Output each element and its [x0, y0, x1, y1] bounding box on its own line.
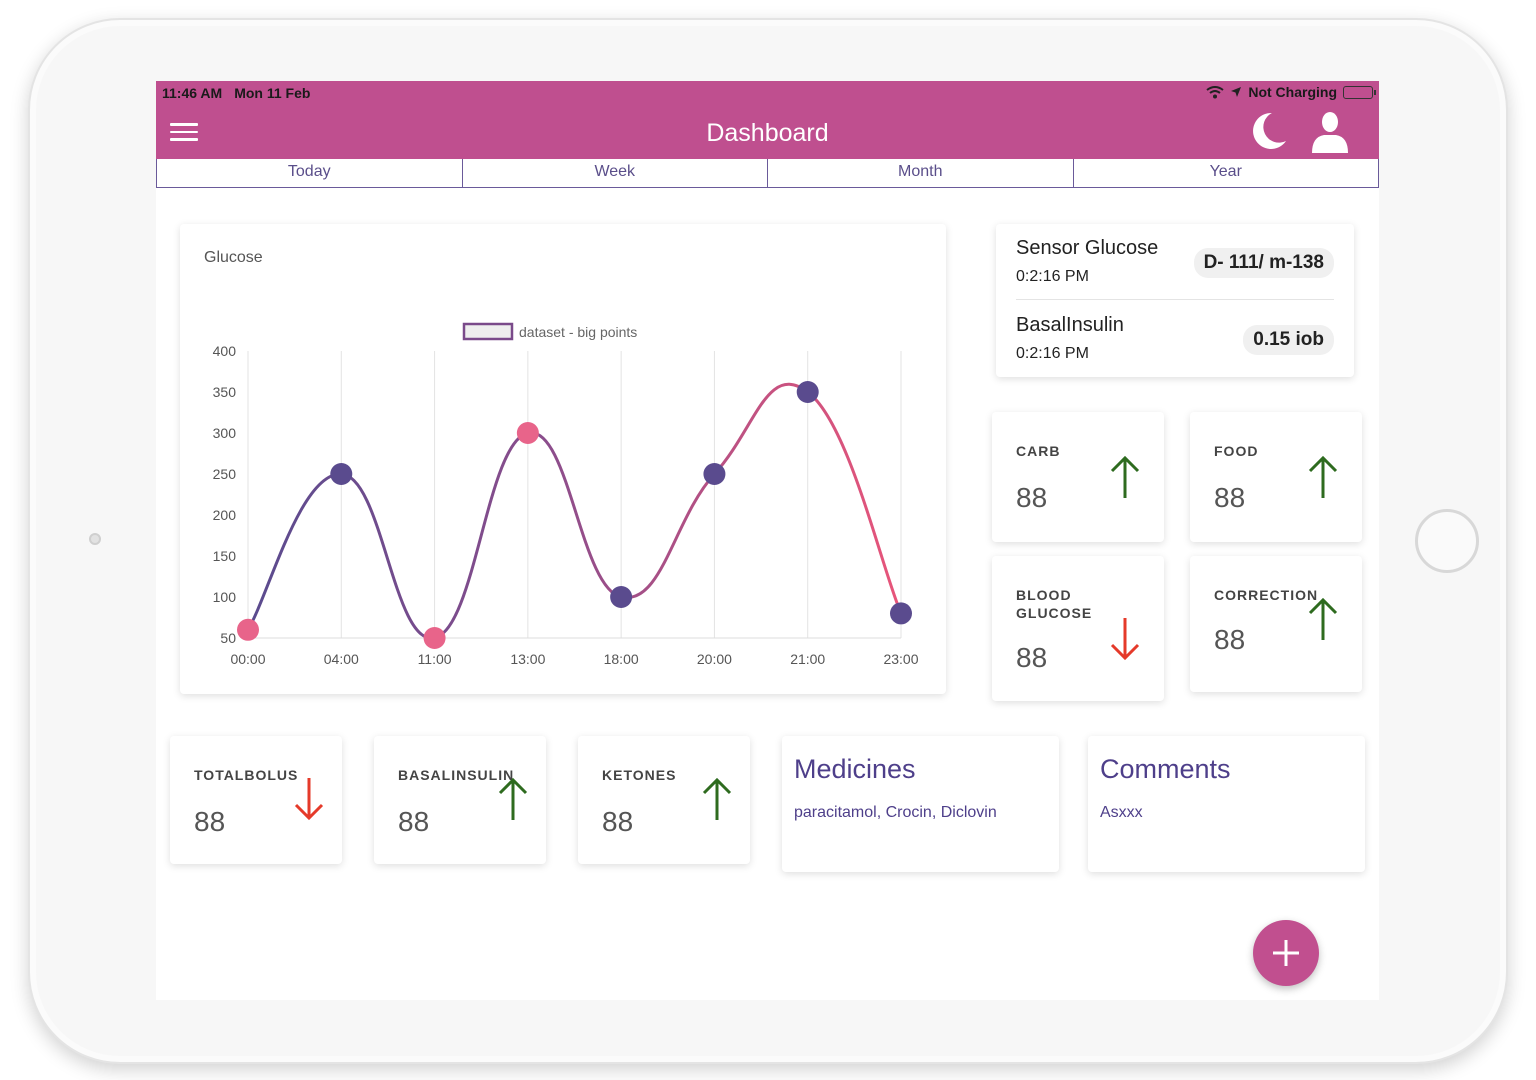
data-point: [516, 422, 539, 444]
food-label: FOOD: [1214, 443, 1259, 459]
ketones-value: 88: [602, 806, 634, 837]
arrow-down-icon: [294, 778, 324, 821]
chart-title: Glucose: [204, 249, 263, 266]
page-title: Dashboard: [706, 119, 829, 147]
sensor-glucose-label: Sensor Glucose: [1016, 237, 1159, 259]
carb-label: CARB: [1016, 443, 1061, 459]
tab-month[interactable]: Month: [768, 159, 1074, 187]
correction-label: CORRECTION: [1214, 587, 1319, 603]
basalinsulin-label: BASALINSULIN: [398, 767, 515, 783]
food-card[interactable]: FOOD 88: [1190, 412, 1362, 542]
basalinsulin-value: 88: [398, 806, 430, 837]
sensor-glucose-time: 0:2:16 PM: [1016, 268, 1089, 285]
status-date: Mon 11 Feb: [234, 85, 311, 101]
food-value: 88: [1214, 482, 1246, 513]
status-time: 11:46 AM: [162, 85, 223, 101]
moon-icon[interactable]: [1248, 111, 1288, 151]
carb-card[interactable]: CARB 88: [992, 412, 1164, 542]
y-tick-label: 200: [213, 507, 237, 523]
data-point: [610, 586, 633, 608]
charging-status: Not Charging: [1248, 84, 1337, 100]
basal-insulin-value: 0.15 iob: [1243, 325, 1334, 355]
y-tick-label: 300: [213, 425, 237, 441]
sensor-glucose-row[interactable]: Sensor Glucose 0:2:16 PM D- 111/ m-138: [1016, 224, 1334, 300]
y-tick-label: 50: [220, 630, 236, 646]
status-bar-left: 11:46 AM Mon 11 Feb: [162, 85, 322, 101]
data-point: [330, 463, 353, 485]
x-tick-label: 04:00: [324, 651, 359, 667]
correction-value: 88: [1214, 624, 1246, 655]
y-tick-label: 250: [213, 466, 237, 482]
header-bar: 11:46 AM Mon 11 Feb Not Charging Dashboar…: [156, 81, 1379, 159]
series-line: [246, 383, 903, 640]
medicines-card[interactable]: Medicines paracitamol, Crocin, Diclovin: [782, 736, 1059, 872]
totalbolus-label: TOTALBOLUS: [194, 767, 299, 783]
basal-insulin-label: BasalInsulin: [1016, 314, 1124, 336]
arrow-down-icon: [1110, 618, 1140, 661]
blood-glucose-card[interactable]: BLOOD GLUCOSE 88: [992, 556, 1164, 701]
carb-value: 88: [1016, 482, 1048, 513]
location-arrow-icon: [1231, 87, 1242, 97]
add-button[interactable]: [1253, 920, 1319, 986]
blood-glucose-label: BLOOD GLUCOSE: [1016, 587, 1093, 621]
hamburger-menu-icon[interactable]: [170, 123, 198, 143]
data-point: [703, 463, 726, 485]
y-tick-label: 150: [213, 548, 237, 564]
tab-year[interactable]: Year: [1209, 163, 1242, 180]
medicines-text: paracitamol, Crocin, Diclovin: [794, 804, 997, 821]
y-tick-label: 400: [213, 343, 237, 359]
comments-text: Asxxx: [1100, 804, 1143, 821]
sensor-glucose-value: D- 111/ m-138: [1193, 248, 1334, 278]
ketones-label: KETONES: [602, 767, 677, 783]
comments-title: Comments: [1100, 754, 1231, 784]
tab-today[interactable]: Today: [157, 159, 463, 187]
arrow-up-icon: [1110, 455, 1140, 498]
correction-card[interactable]: CORRECTION 88: [1190, 556, 1362, 692]
x-tick-label: 21:00: [790, 651, 825, 667]
tab-week[interactable]: Week: [463, 159, 768, 187]
x-tick-label: 00:00: [230, 651, 265, 667]
data-point: [890, 602, 912, 625]
legend-label: dataset - big points: [519, 324, 637, 340]
plus-icon: [1273, 940, 1299, 966]
x-tick-label: 23:00: [883, 651, 918, 667]
app-screen: 11:46 AM Mon 11 Feb Not Charging Dashboar…: [156, 81, 1379, 1000]
y-tick-label: 100: [213, 589, 237, 605]
x-tick-label: 18:00: [604, 651, 639, 667]
glucose-chart: dataset - big points 400 350 300 250 200 150 10…: [213, 322, 919, 667]
glucose-chart-card: Glucose dataset - big points 400 350 300 250…: [180, 224, 946, 694]
battery-icon: [1343, 85, 1376, 99]
totalbolus-card[interactable]: TOTALBOLUS 88: [170, 736, 342, 864]
blood-glucose-value: 88: [1016, 642, 1048, 673]
camera-icon: [89, 533, 101, 545]
basal-insulin-row[interactable]: BasalInsulin 0:2:16 PM 0.15 iob: [1016, 301, 1334, 377]
home-button[interactable]: [1415, 509, 1479, 573]
legend-swatch: [462, 322, 514, 341]
x-tick-label: 13:00: [510, 651, 545, 667]
basal-insulin-time: 0:2:16 PM: [1016, 345, 1089, 362]
arrow-up-icon: [498, 777, 528, 820]
x-tick-label: 20:00: [697, 651, 732, 667]
medicines-title: Medicines: [794, 754, 916, 784]
basalinsulin-card[interactable]: BASALINSULIN 88: [374, 736, 546, 864]
x-tick-label: 11:00: [418, 651, 452, 667]
ketones-card[interactable]: KETONES 88: [578, 736, 750, 864]
data-point: [796, 381, 819, 403]
data-point: [423, 627, 446, 649]
user-icon[interactable]: [1308, 109, 1352, 153]
comments-card[interactable]: Comments Asxxx: [1088, 736, 1365, 872]
status-bar-right: Not Charging: [1206, 84, 1376, 100]
data-point: [237, 618, 259, 641]
sensor-card: Sensor Glucose 0:2:16 PM D- 111/ m-138 B…: [996, 224, 1354, 377]
arrow-up-icon: [1308, 597, 1338, 640]
period-tabs: Today Week Month Year: [156, 159, 1379, 188]
totalbolus-value: 88: [194, 806, 226, 837]
wifi-icon: [1206, 85, 1224, 98]
arrow-up-icon: [702, 777, 732, 820]
arrow-up-icon: [1308, 455, 1338, 498]
y-tick-label: 350: [213, 384, 237, 400]
